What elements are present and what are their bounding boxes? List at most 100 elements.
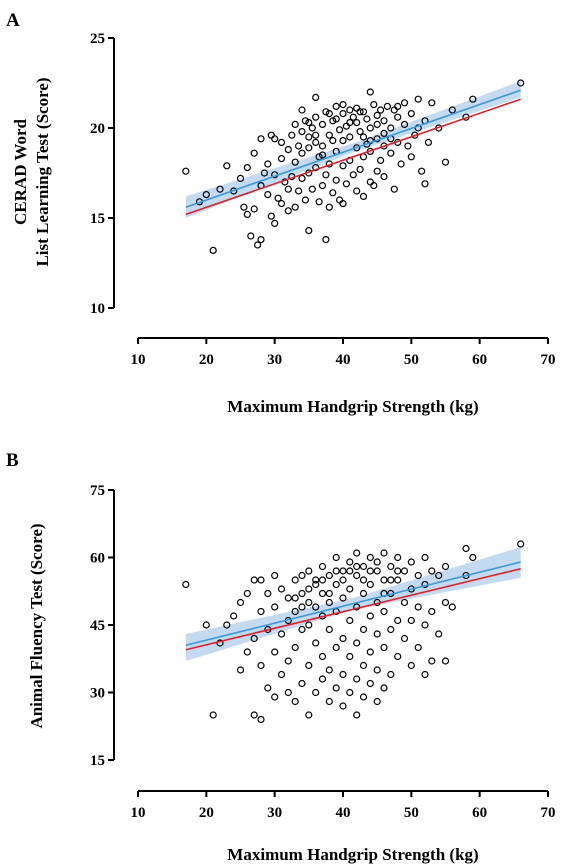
data-point — [322, 108, 330, 116]
data-point — [448, 603, 456, 611]
data-point — [441, 598, 450, 607]
data-point — [312, 580, 320, 589]
data-point — [264, 160, 272, 168]
data-point — [462, 544, 470, 553]
data-point — [346, 688, 354, 697]
y-axis-title: List Learning Test (Score) — [33, 77, 52, 266]
data-point — [428, 99, 436, 107]
data-point — [353, 711, 361, 719]
data-point — [380, 173, 388, 181]
data-point — [312, 603, 320, 611]
data-point — [257, 576, 265, 584]
data-point — [305, 598, 313, 607]
y-tick-label: 60 — [90, 551, 105, 567]
data-point — [277, 585, 286, 593]
data-point — [428, 607, 436, 616]
data-point — [373, 558, 381, 566]
data-point — [257, 607, 265, 616]
panel-b: B 15 30 45 60 75 10 20 30 40 50 60 70 Maximum Handgri… — [6, 450, 556, 864]
data-point — [301, 117, 309, 125]
data-point — [257, 135, 265, 143]
data-point — [359, 589, 368, 598]
data-point — [182, 167, 190, 175]
data-point — [424, 138, 432, 146]
data-point — [230, 612, 238, 620]
data-point — [295, 142, 303, 150]
data-point — [305, 661, 313, 670]
data-point — [243, 210, 251, 218]
data-point — [373, 567, 381, 575]
data-point — [380, 549, 388, 557]
data-point — [339, 567, 347, 575]
data-point — [329, 189, 337, 197]
data-point — [387, 562, 395, 571]
data-point — [277, 630, 286, 638]
data-point — [370, 182, 378, 190]
data-point — [274, 194, 282, 202]
data-point — [370, 100, 378, 109]
data-point — [428, 657, 436, 665]
data-point — [346, 567, 354, 575]
data-point — [308, 185, 316, 193]
data-point — [295, 187, 303, 195]
data-point — [349, 113, 357, 121]
data-point — [383, 102, 391, 111]
y-tick-label: 45 — [90, 618, 105, 634]
data-point — [332, 684, 340, 692]
data-point — [517, 540, 525, 548]
data-point — [359, 693, 368, 701]
y-axis-title: CERAD Word — [11, 118, 30, 224]
data-point — [305, 585, 313, 593]
data-point — [366, 612, 374, 620]
data-point — [356, 128, 364, 136]
x-tick-label: 50 — [404, 352, 419, 368]
data-point — [366, 648, 374, 656]
x-tick-label: 50 — [404, 805, 419, 821]
data-point — [366, 553, 374, 562]
data-point — [250, 634, 258, 643]
data-point — [380, 607, 388, 616]
data-point — [377, 106, 385, 114]
data-point — [359, 625, 368, 634]
data-point — [332, 115, 340, 123]
data-point — [366, 178, 374, 186]
data-point — [271, 693, 279, 701]
data-point — [359, 576, 368, 584]
data-point — [387, 576, 395, 584]
data-point — [346, 106, 354, 114]
data-point — [441, 562, 450, 571]
data-point — [291, 158, 299, 166]
data-point — [257, 236, 265, 244]
data-point — [339, 200, 347, 208]
data-point — [346, 652, 354, 661]
data-point — [349, 171, 357, 179]
data-point — [209, 246, 217, 254]
data-point — [318, 120, 327, 129]
data-point — [298, 679, 306, 688]
data-point — [346, 118, 354, 127]
data-point — [339, 162, 347, 170]
data-point — [407, 109, 415, 118]
data-point — [236, 598, 245, 607]
data-point — [305, 118, 313, 127]
data-point — [387, 625, 395, 634]
data-point — [400, 567, 409, 575]
data-point — [312, 138, 320, 146]
x-tick-label: 10 — [131, 805, 146, 821]
data-point — [301, 196, 309, 204]
data-point — [298, 571, 306, 580]
data-point — [353, 675, 361, 683]
data-point — [332, 102, 340, 111]
data-point — [414, 95, 422, 103]
data-point — [315, 198, 323, 206]
data-point — [339, 702, 347, 710]
data-point — [247, 232, 255, 240]
data-point — [288, 131, 296, 139]
data-point — [441, 158, 450, 166]
data-point — [441, 657, 450, 665]
data-point — [469, 553, 477, 562]
data-point — [387, 149, 395, 157]
data-point — [387, 670, 395, 679]
data-point — [373, 666, 381, 674]
data-point — [339, 100, 347, 109]
